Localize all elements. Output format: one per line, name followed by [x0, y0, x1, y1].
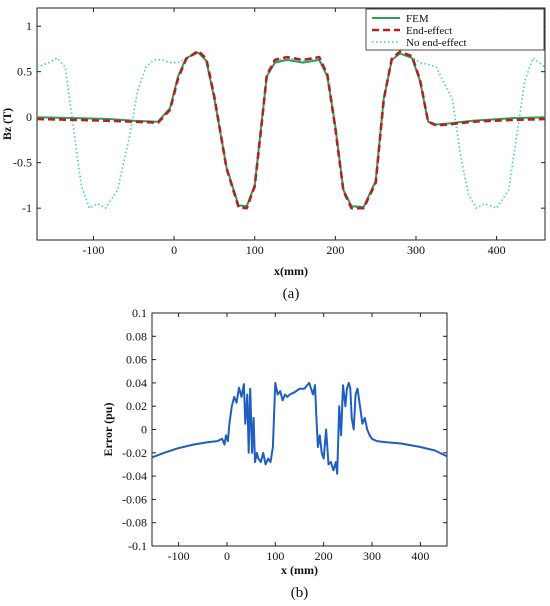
panel-a-x-tick-label: 400 [488, 243, 506, 257]
panel-b-y-tick-label: 0.1 [132, 306, 147, 320]
panel-b-x-tick-label: 200 [315, 549, 333, 563]
panel-b-y-tick-label: 0.08 [126, 329, 147, 343]
panel-a-y-tick-label: -1 [22, 201, 32, 215]
panel-a-legend-label-no-end-effect: No end-effect [406, 37, 467, 49]
panel-b-y-tick-label: 0.02 [126, 399, 147, 413]
panel-a-y-tick-label: -0.5 [13, 156, 32, 170]
panel-a-x-tick-label: 300 [407, 243, 425, 257]
panel-a-x-axis-label: x(mm) [274, 264, 308, 278]
panel-b-series-error-line [152, 381, 447, 475]
panel-b-caption: (b) [291, 585, 309, 601]
panel-b-y-tick-label: -0.1 [128, 539, 147, 553]
panel-b-y-tick-label: -0.02 [122, 446, 147, 460]
panel-b-y-axis-label: Error (pu) [101, 403, 115, 457]
panel-b-y-tick-label: -0.06 [122, 492, 147, 506]
panel-a-chart: -100 0 100 200 300 400 -1 -0.5 0 0.5 1 x(mm) Bz (T) (… [0, 7, 546, 302]
panel-a-x-tick-label: -100 [82, 243, 104, 257]
panel-b-y-tick-label: -0.04 [122, 469, 147, 483]
panel-b-plot-frame [151, 312, 448, 547]
panel-a-y-axis-label: Bz (T) [0, 108, 14, 140]
panel-a-plot-frame [36, 7, 546, 241]
panel-a-legend-label-end-effect: End-effect [406, 25, 452, 37]
panel-a-x-tick-label: 100 [246, 243, 264, 257]
panel-a-y-tick-label: 1 [26, 19, 32, 33]
panel-b-x-axis-label: x (mm) [281, 563, 318, 577]
panel-a-x-tick-label: 0 [171, 243, 177, 257]
panel-b-y-tick-label: -0.08 [122, 516, 147, 530]
panel-a-legend-label-fem: FEM [406, 13, 429, 25]
panel-a-caption: (a) [283, 286, 300, 302]
panel-b-x-tick-label: 100 [266, 549, 284, 563]
panel-a-y-tick-label: 0.5 [17, 65, 32, 79]
panel-b-x-tick-label: 300 [363, 549, 381, 563]
panel-b-chart: -100 0 100 200 300 400 -0.1 -0.08 -0.06 -0.04 -0.0… [101, 306, 448, 601]
panel-b-y-tick-label: 0.06 [126, 353, 147, 367]
panel-b-x-tick-label: 400 [411, 549, 429, 563]
panel-a-y-tick-label: 0 [26, 110, 32, 124]
panel-b-x-tick-label: -100 [168, 549, 190, 563]
panel-a-series-end-effect-line [37, 49, 545, 210]
panel-b-y-tick-label: 0.04 [126, 376, 147, 390]
panel-b-x-tick-label: 0 [224, 549, 230, 563]
panel-a-x-tick-label: 200 [326, 243, 344, 257]
panel-b-y-tick-label: 0 [141, 423, 147, 437]
panel-a-series-fem-line [37, 51, 545, 209]
panel-a-series-no-end-effect-line [37, 50, 545, 209]
